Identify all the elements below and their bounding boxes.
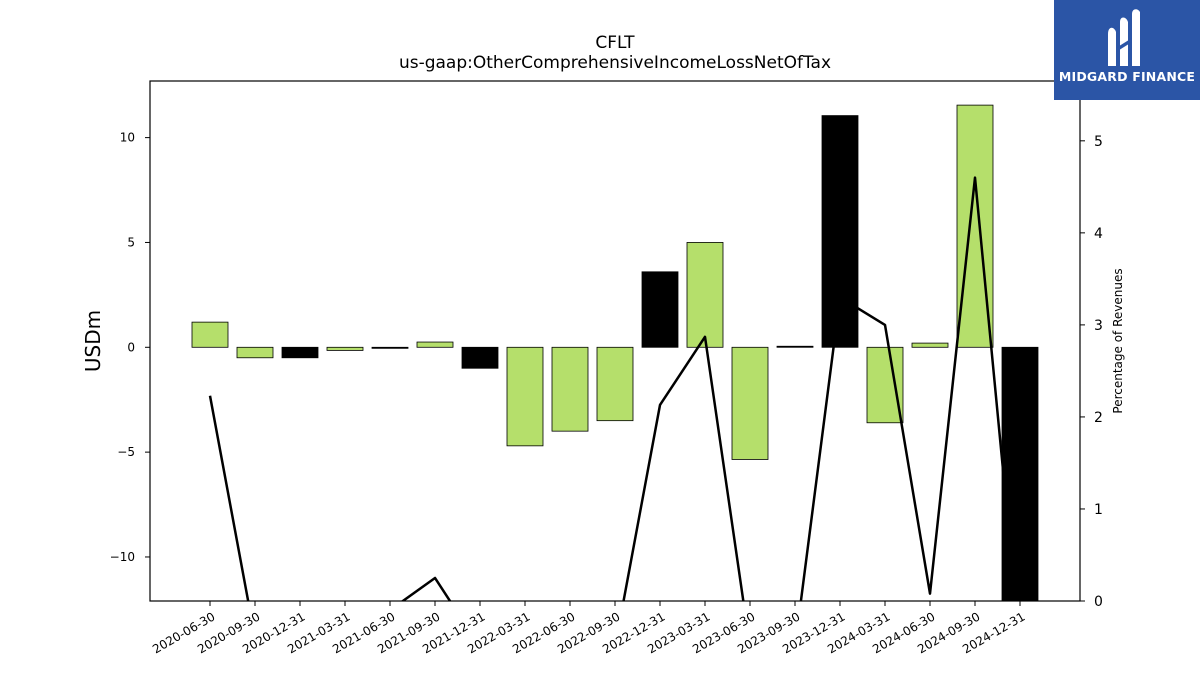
y-tick-label-left: 5 — [127, 235, 135, 249]
y-tick-label-right: 0 — [1094, 594, 1103, 610]
bar-2020-12-31 — [281, 346, 319, 359]
bar-series — [191, 104, 1039, 602]
bar-2024-06-30 — [911, 342, 949, 348]
bar-2021-09-30 — [416, 341, 454, 348]
y-tick-label-left: −5 — [117, 445, 135, 459]
line-series-wrapper — [208, 176, 1017, 601]
plot-area — [149, 80, 1081, 602]
bar-2022-06-30 — [551, 346, 589, 432]
bar-2020-09-30 — [236, 346, 274, 359]
y-tick-label-right: 3 — [1094, 318, 1103, 334]
bar-2020-06-30 — [191, 321, 229, 348]
y-axis-label-left: USDm — [81, 310, 105, 372]
y-tick-label-right: 1 — [1094, 502, 1103, 518]
brand-logo: MIDGARD FINANCE — [1054, 0, 1200, 100]
bar-2023-09-30 — [776, 345, 814, 348]
midgard-logo-icon — [1108, 9, 1140, 66]
y-axis-left: −10 −5 0 5 10 — [110, 131, 150, 564]
y-axis-right: 0 1 2 3 4 5 — [1080, 134, 1103, 610]
chart-subtitle: us-gaap:OtherComprehensiveIncomeLossNetO… — [399, 53, 831, 73]
bar-2023-12-31 — [821, 115, 859, 348]
brand-name: MIDGARD FINANCE — [1058, 69, 1196, 84]
y-tick-label-left: −10 — [110, 550, 135, 564]
chart-title: CFLT — [595, 33, 635, 53]
line-percentage-of-revenues — [208, 176, 1017, 601]
bar-2022-09-30 — [596, 346, 634, 422]
bar-2022-03-31 — [506, 346, 544, 447]
y-tick-label-left: 0 — [127, 340, 135, 354]
bar-2022-12-31 — [641, 271, 679, 348]
y-tick-label-right: 4 — [1094, 226, 1103, 242]
y-tick-label-right: 5 — [1094, 134, 1103, 150]
y-axis-label-right: Percentage of Revenues — [1111, 268, 1125, 413]
x-axis: 2020-06-302020-09-302020-12-312021-03-31… — [150, 601, 1028, 656]
bar-2024-12-31 — [1001, 346, 1039, 602]
y-tick-label-left: 10 — [120, 131, 135, 145]
bar-2023-06-30 — [731, 346, 769, 460]
bar-2021-06-30 — [371, 346, 409, 349]
bar-2021-12-31 — [461, 346, 499, 369]
bar-2023-03-31 — [686, 242, 724, 348]
bar-2021-03-31 — [326, 346, 364, 351]
bar-2024-03-31 — [866, 346, 904, 424]
y-tick-label-right: 2 — [1094, 410, 1103, 426]
plot-frame — [149, 80, 1081, 602]
